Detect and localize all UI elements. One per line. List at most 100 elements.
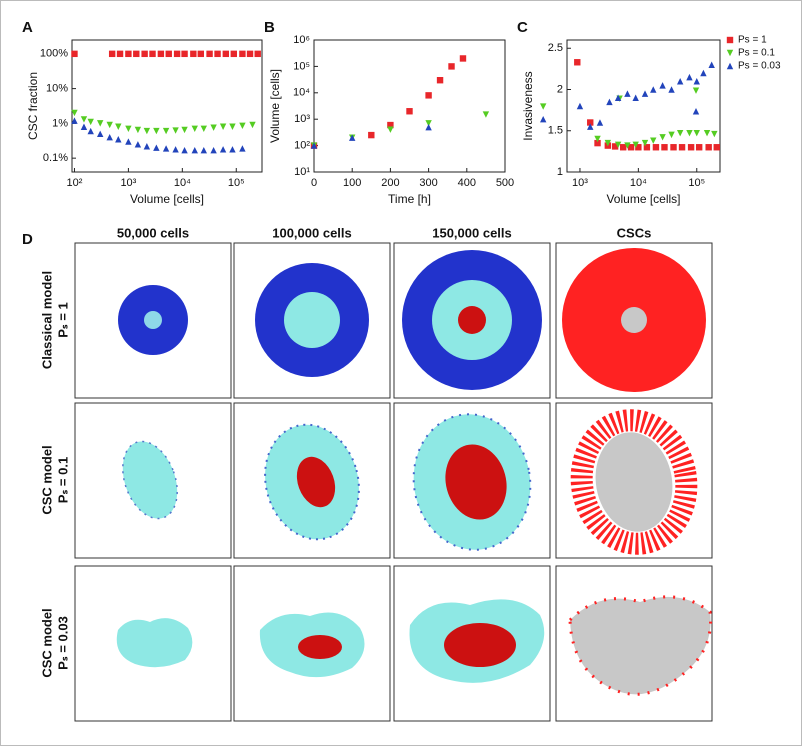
point: [576, 102, 584, 110]
point: [596, 119, 604, 126]
y-tick-label: 10³: [294, 113, 310, 125]
point: [687, 144, 695, 151]
necrotic-core: [445, 444, 507, 520]
point: [97, 130, 104, 138]
y-tick-label: 1.5: [548, 125, 563, 137]
point: [219, 123, 227, 130]
point: [387, 126, 394, 133]
y-axis-label: Volume [cells]: [268, 69, 282, 143]
point: [482, 111, 490, 118]
point: [197, 50, 205, 58]
point: [71, 117, 78, 124]
point: [214, 50, 221, 58]
point: [143, 127, 151, 135]
y-tick-label: 1: [557, 166, 563, 178]
row-label: Classical model Pₛ = 1: [39, 271, 70, 369]
point: [387, 121, 394, 129]
point: [676, 130, 684, 137]
point: [200, 125, 207, 132]
y-tick-label: 2: [557, 83, 563, 95]
point: [115, 136, 122, 143]
x-tick-label: 10³: [572, 177, 588, 189]
y-tick-label: 2.5: [548, 42, 563, 54]
y-axis-label: CSC fraction: [26, 72, 40, 140]
point: [172, 127, 179, 134]
point: [692, 108, 700, 115]
point: [641, 139, 649, 147]
point: [222, 50, 230, 58]
point: [254, 50, 261, 58]
point: [134, 126, 142, 134]
point: [191, 146, 198, 154]
point: [106, 134, 113, 141]
point: [310, 142, 318, 149]
y-tick-label: 100%: [40, 48, 68, 60]
row-model: Classical model: [39, 271, 54, 369]
legend-marker: [726, 36, 734, 44]
point: [693, 78, 700, 85]
point: [587, 119, 594, 126]
point: [125, 125, 132, 132]
point: [162, 145, 170, 152]
simulation-grid: [74, 242, 713, 722]
point: [97, 120, 104, 127]
point: [650, 86, 657, 93]
plot-frame: [313, 39, 506, 173]
row-ps: Pₛ = 1: [55, 302, 70, 338]
point: [643, 144, 651, 151]
point: [659, 82, 666, 89]
x-tick-label: 10²: [67, 177, 83, 189]
legend-label: Ps = 0.1: [738, 48, 775, 59]
x-axis-label: Time [h]: [388, 192, 431, 206]
point: [705, 144, 712, 151]
point: [436, 77, 444, 84]
point: [459, 55, 467, 62]
point: [116, 50, 124, 58]
row-model: CSC model: [39, 445, 54, 514]
plot-frame: [71, 39, 263, 173]
point: [425, 92, 432, 99]
point: [149, 50, 156, 58]
point: [181, 126, 188, 134]
point: [219, 146, 227, 153]
point: [239, 145, 246, 152]
necrotic-core: [298, 635, 342, 659]
y-tick-label: 10⁶: [293, 34, 310, 46]
point: [632, 141, 639, 148]
x-axis-label: Volume [cells]: [606, 192, 680, 206]
tumor-core: [144, 311, 162, 329]
point: [173, 50, 181, 58]
point: [540, 116, 547, 123]
point: [686, 130, 693, 137]
point: [668, 131, 675, 139]
panel-label: A: [22, 19, 33, 36]
point: [425, 123, 432, 131]
y-tick-label: 10¹: [294, 166, 310, 178]
panel-label: D: [22, 231, 33, 248]
point: [425, 120, 432, 127]
point: [210, 146, 217, 154]
point: [71, 50, 78, 58]
column-header: 150,000 cells: [432, 225, 512, 240]
panel-label: B: [264, 19, 275, 36]
point: [165, 50, 172, 58]
legend-label: Ps = 0.03: [738, 61, 781, 72]
point: [695, 144, 703, 151]
point: [619, 144, 627, 151]
panel-label: C: [517, 19, 528, 36]
point: [181, 50, 188, 58]
y-axis-label: Invasiveness: [521, 71, 535, 140]
point: [635, 144, 642, 151]
row-ps: Pₛ = 0.1: [55, 457, 70, 503]
point: [650, 137, 657, 144]
point: [246, 50, 254, 58]
point: [143, 143, 151, 150]
csc-core: [621, 307, 647, 333]
point: [249, 121, 256, 129]
point: [624, 142, 631, 149]
point: [574, 59, 581, 66]
point: [87, 118, 94, 126]
point: [661, 144, 668, 151]
point: [190, 50, 197, 58]
legend-marker: [726, 62, 734, 70]
